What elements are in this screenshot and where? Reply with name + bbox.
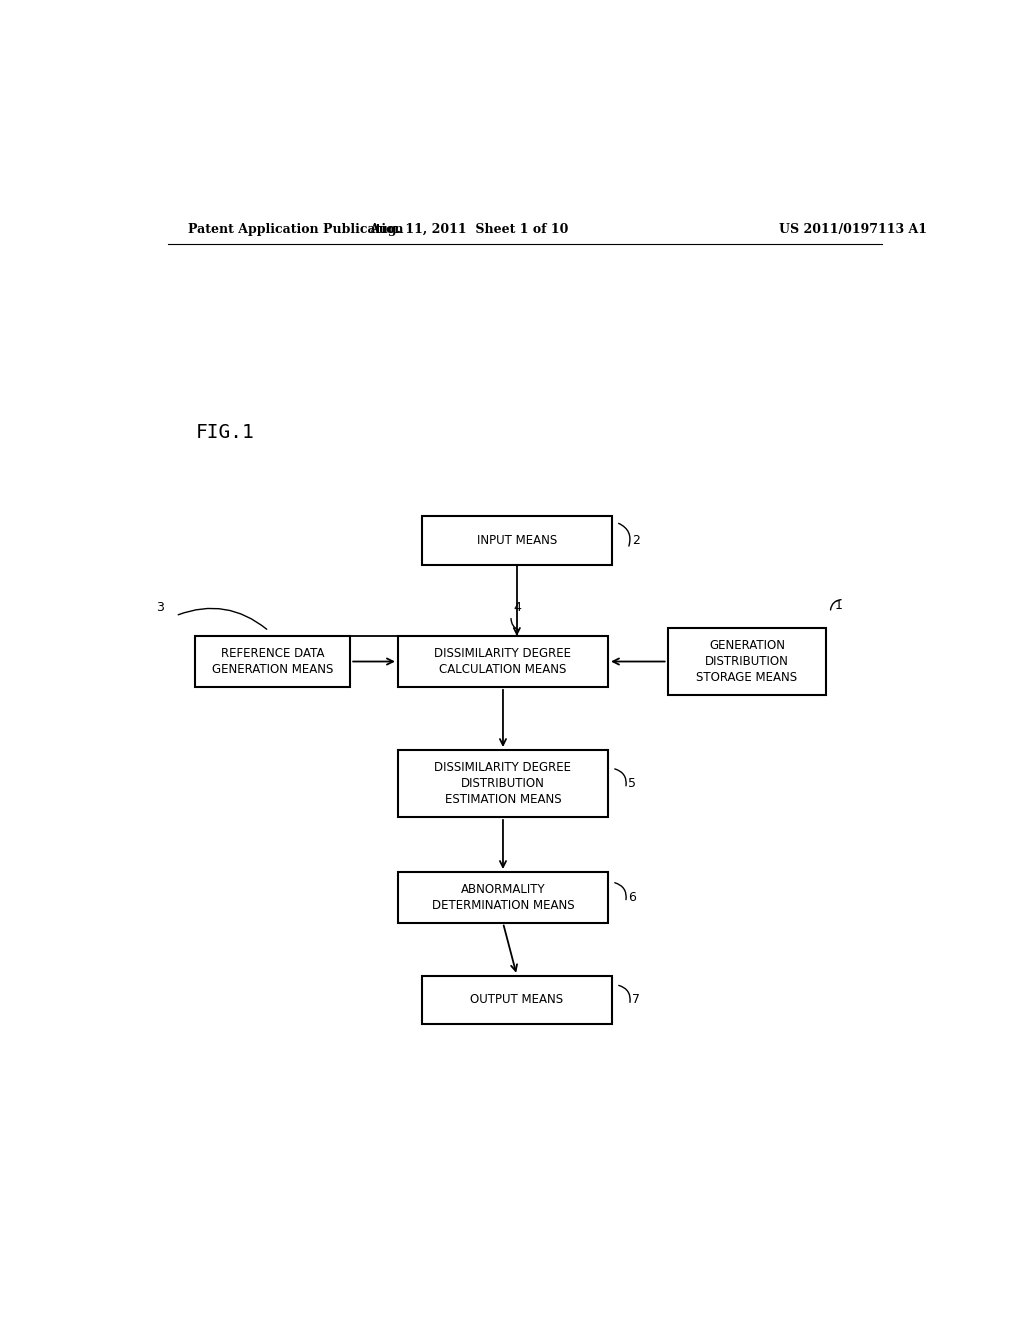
Bar (422, 975, 612, 1024)
Text: GENERATION
DISTRIBUTION
STORAGE MEANS: GENERATION DISTRIBUTION STORAGE MEANS (696, 639, 798, 684)
Bar (397, 873, 608, 923)
Text: REFERENCE DATA
GENERATION MEANS: REFERENCE DATA GENERATION MEANS (212, 647, 334, 676)
Text: ABNORMALITY
DETERMINATION MEANS: ABNORMALITY DETERMINATION MEANS (432, 883, 574, 912)
Text: Aug. 11, 2011  Sheet 1 of 10: Aug. 11, 2011 Sheet 1 of 10 (370, 223, 569, 236)
Text: OUTPUT MEANS: OUTPUT MEANS (470, 994, 563, 1006)
Text: 1: 1 (835, 599, 842, 612)
Text: FIG.1: FIG.1 (196, 424, 254, 442)
Bar (668, 628, 826, 696)
Text: 3: 3 (156, 601, 164, 614)
Text: 2: 2 (632, 535, 640, 546)
Bar (397, 636, 608, 686)
Text: 7: 7 (632, 994, 640, 1006)
Bar (196, 636, 350, 686)
Text: DISSIMILARITY DEGREE
CALCULATION MEANS: DISSIMILARITY DEGREE CALCULATION MEANS (434, 647, 571, 676)
Text: DISSIMILARITY DEGREE
DISTRIBUTION
ESTIMATION MEANS: DISSIMILARITY DEGREE DISTRIBUTION ESTIMA… (434, 762, 571, 807)
Bar (422, 516, 612, 565)
Text: INPUT MEANS: INPUT MEANS (477, 535, 557, 546)
Text: 4: 4 (513, 601, 521, 614)
Text: 5: 5 (628, 777, 636, 789)
Text: US 2011/0197113 A1: US 2011/0197113 A1 (778, 223, 927, 236)
Text: 6: 6 (628, 891, 636, 904)
Text: Patent Application Publication: Patent Application Publication (187, 223, 403, 236)
Bar (397, 750, 608, 817)
